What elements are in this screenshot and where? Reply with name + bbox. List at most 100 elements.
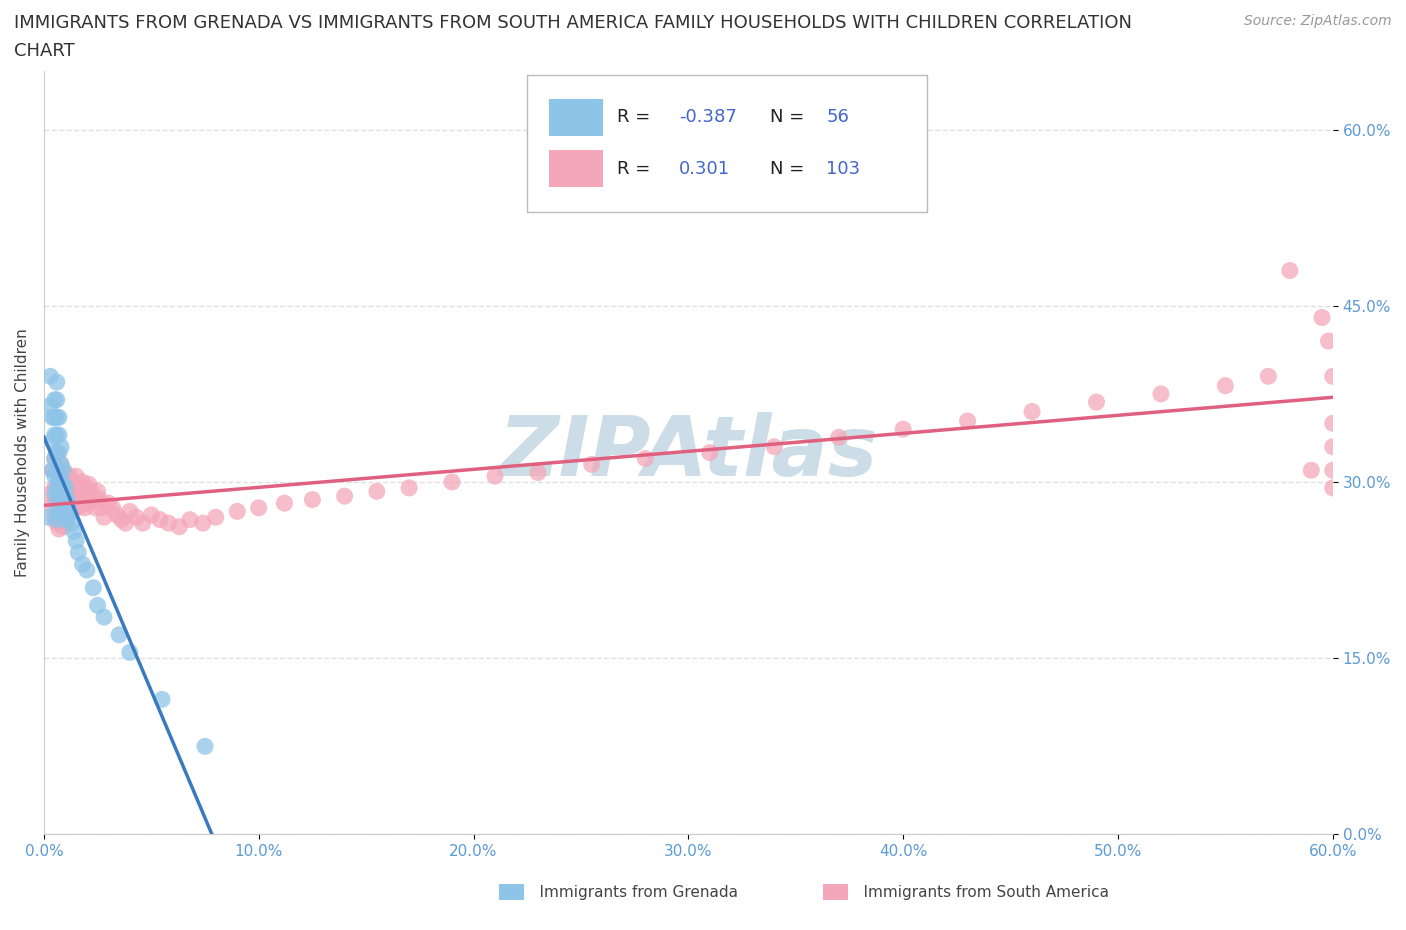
Point <box>125 510 148 525</box>
Text: N =: N = <box>769 109 810 126</box>
Point <box>63 524 86 538</box>
Point <box>49 504 72 519</box>
Point <box>45 375 67 390</box>
Point <box>82 580 104 595</box>
Point <box>101 500 124 515</box>
Point <box>67 492 90 507</box>
Point <box>49 474 72 489</box>
Point <box>1322 416 1344 431</box>
Point <box>484 469 506 484</box>
Point <box>204 510 226 525</box>
Point <box>48 486 70 501</box>
Point <box>90 500 112 515</box>
Point <box>1150 387 1173 402</box>
Text: 0.301: 0.301 <box>679 160 731 178</box>
Point <box>105 508 128 523</box>
Point <box>41 498 63 513</box>
Point <box>52 477 75 492</box>
Point <box>84 500 107 515</box>
Point <box>49 439 72 454</box>
Point <box>1322 439 1344 454</box>
Point <box>44 451 66 466</box>
Point <box>49 457 72 472</box>
Point <box>48 504 70 519</box>
Point <box>48 410 70 425</box>
Point <box>53 498 76 513</box>
Point <box>76 496 98 511</box>
Point <box>97 496 120 511</box>
Point <box>76 481 98 496</box>
Point <box>45 498 67 513</box>
Point <box>333 488 356 503</box>
Point <box>72 474 94 489</box>
Point <box>1215 379 1237 393</box>
Point <box>86 484 108 498</box>
Point <box>1322 463 1344 478</box>
Point <box>49 512 72 527</box>
Point <box>48 428 70 443</box>
Point <box>56 488 79 503</box>
Point <box>67 477 90 492</box>
Point <box>77 477 100 492</box>
Point <box>763 439 786 454</box>
Point <box>41 463 63 478</box>
Text: 56: 56 <box>827 109 849 126</box>
Point <box>69 481 91 496</box>
Point <box>56 510 79 525</box>
Point <box>301 492 323 507</box>
Point <box>56 492 79 507</box>
Point <box>39 486 62 501</box>
Point <box>69 498 91 513</box>
Point <box>60 488 83 503</box>
Text: ZIPAtlas: ZIPAtlas <box>499 412 877 493</box>
Text: N =: N = <box>769 160 810 178</box>
Point <box>366 484 388 498</box>
Point <box>1021 404 1043 418</box>
Point <box>77 492 100 507</box>
Point <box>1278 263 1301 278</box>
Point <box>82 492 104 507</box>
Point <box>49 457 72 472</box>
Text: CHART: CHART <box>14 42 75 60</box>
Point <box>56 508 79 523</box>
Point <box>45 463 67 478</box>
Point <box>53 516 76 531</box>
Point <box>45 516 67 531</box>
Point <box>93 510 115 525</box>
Point <box>56 474 79 489</box>
Point <box>44 486 66 501</box>
Point <box>108 628 131 643</box>
Point <box>1310 310 1333 325</box>
Point <box>44 451 66 466</box>
Point <box>52 484 75 498</box>
Point <box>45 481 67 496</box>
Point <box>45 392 67 407</box>
Point <box>52 463 75 478</box>
Point <box>60 504 83 519</box>
Point <box>45 463 67 478</box>
Point <box>699 445 721 460</box>
Point <box>60 474 83 489</box>
Point <box>167 519 190 534</box>
Point <box>48 463 70 478</box>
Point <box>45 445 67 460</box>
Point <box>150 692 173 707</box>
Point <box>44 410 66 425</box>
Point <box>581 457 603 472</box>
Bar <box>550 151 603 187</box>
FancyBboxPatch shape <box>527 74 927 212</box>
Point <box>1085 394 1108 409</box>
Point <box>891 421 914 436</box>
Point <box>65 500 87 515</box>
Point <box>67 545 90 560</box>
Point <box>247 500 270 515</box>
Point <box>37 510 59 525</box>
Point <box>141 508 163 523</box>
Point <box>157 516 180 531</box>
Point <box>273 496 295 511</box>
Point <box>53 512 76 527</box>
Point <box>118 644 141 659</box>
Point <box>52 469 75 484</box>
Point <box>110 512 132 527</box>
Point <box>1322 481 1344 496</box>
